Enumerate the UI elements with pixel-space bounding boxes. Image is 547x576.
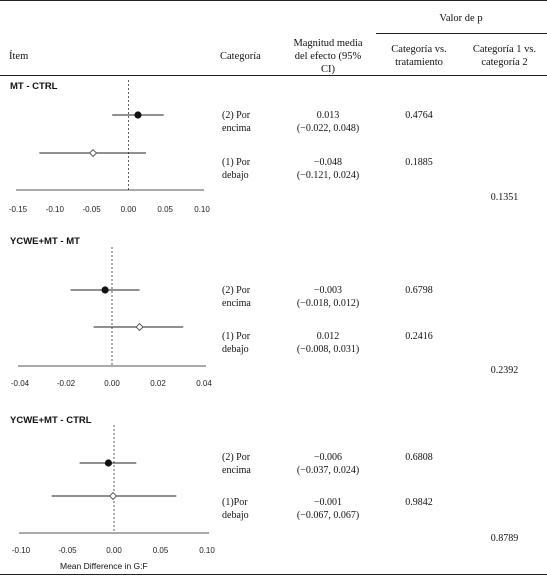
category-line2: debajo xyxy=(222,344,249,355)
point-estimate-open xyxy=(89,149,98,157)
effect-ci: (−0.121, 0.024) xyxy=(296,170,360,181)
effect-cell: −0.006 (−0.037, 0.024) xyxy=(282,451,374,477)
effect-mean: 0.012 xyxy=(316,331,340,342)
p-vs-treatment-cell: 0.2416 xyxy=(405,331,433,342)
cat1-vs-cat2-header: Categoría 1 vs. categoría 2 xyxy=(462,43,547,69)
section-title-ycwe-mt-ctrl: YCWE+MT - CTRL xyxy=(10,415,92,426)
pvalue-group-rule xyxy=(376,33,547,34)
category-line2: encima xyxy=(222,298,251,309)
effect-ci: (−0.008, 0.031) xyxy=(296,344,360,355)
effect-mean: −0.006 xyxy=(313,452,343,463)
cat-vs-treatment-line1: Categoría vs. xyxy=(391,44,447,55)
category-header: Categoría xyxy=(220,51,261,62)
axis-title: Mean Difference in G:F xyxy=(60,561,148,571)
cat-vs-treatment-header: Categoría vs. tratamiento xyxy=(376,43,462,69)
point-estimate-filled xyxy=(101,286,109,294)
category-cell: (1) Por debajo xyxy=(222,330,250,356)
cat1-vs-cat2-line2: categoría 2 xyxy=(481,57,528,68)
effect-cell: 0.012 (−0.008, 0.031) xyxy=(282,330,374,356)
category-cell: (1) Por debajo xyxy=(222,156,250,182)
tick-label: -0.05 xyxy=(58,546,77,555)
tick-label: -0.10 xyxy=(12,546,31,555)
p-vs-treatment-cell: 0.1885 xyxy=(405,157,433,168)
category-line1: (1) Por xyxy=(222,331,251,342)
effect-header: Magnitud media del efecto (95% CI) xyxy=(282,37,374,76)
p-vs-treatment-cell: 0.4764 xyxy=(405,110,433,121)
effect-mean: −0.048 xyxy=(313,157,343,168)
category-cell: (2) Por encima xyxy=(222,451,251,477)
effect-header-line1: Magnitud media xyxy=(293,38,363,49)
tick-label: 0.02 xyxy=(150,379,166,388)
tick-label: -0.04 xyxy=(11,379,30,388)
category-line2: encima xyxy=(222,465,251,476)
category-line1: (1) Por xyxy=(222,157,251,168)
effect-ci: (−0.037, 0.024) xyxy=(296,465,360,476)
cat1-vs-cat2-line1: Categoría 1 vs. xyxy=(472,44,537,55)
effect-mean: −0.003 xyxy=(313,285,343,296)
effect-header-line2: del efecto (95% xyxy=(294,51,362,62)
category-line1: (1)Por xyxy=(222,497,248,508)
effect-ci: (−0.067, 0.067) xyxy=(296,510,360,521)
section-title-ycwe-mt-mt: YCWE+MT - MT xyxy=(10,236,80,247)
pvalue-group-word: Valor de p xyxy=(439,13,483,24)
category-line1: (2) Por xyxy=(222,110,251,121)
effect-mean: −0.001 xyxy=(313,497,343,508)
p-cat1-vs-cat2-cell: 0.1351 xyxy=(490,192,519,203)
effect-ci: (−0.022, 0.048) xyxy=(296,123,360,134)
category-line2: encima xyxy=(222,123,251,134)
tick-label: 0.00 xyxy=(104,379,120,388)
bottom-rule xyxy=(0,574,547,575)
category-cell: (2) Por encima xyxy=(222,284,251,310)
tick-label: 0.05 xyxy=(153,546,169,555)
tick-label: 0.10 xyxy=(194,205,210,214)
category-cell: (1)Por debajo xyxy=(222,496,249,522)
p-cat1-vs-cat2-cell: 0.2392 xyxy=(490,365,519,376)
tick-label: 0.00 xyxy=(106,546,122,555)
tick-label: 0.04 xyxy=(196,379,212,388)
category-line2: debajo xyxy=(222,170,249,181)
effect-cell: 0.013 (−0.022, 0.048) xyxy=(282,109,374,135)
tick-label: -0.05 xyxy=(82,205,101,214)
effect-header-line3: CI) xyxy=(321,64,335,75)
effect-cell: −0.003 (−0.018, 0.012) xyxy=(282,284,374,310)
p-vs-treatment-cell: 0.9842 xyxy=(405,497,433,508)
effect-cell: −0.048 (−0.121, 0.024) xyxy=(282,156,374,182)
category-cell: (2) Por encima xyxy=(222,109,251,135)
effect-ci: (−0.018, 0.012) xyxy=(296,298,360,309)
p-vs-treatment-cell: 0.6798 xyxy=(405,285,433,296)
tick-label: -0.10 xyxy=(46,205,65,214)
top-rule xyxy=(0,0,547,1)
point-estimate-filled xyxy=(104,459,113,467)
item-header: Ítem xyxy=(9,51,29,62)
p-cat1-vs-cat2-cell: 0.8789 xyxy=(490,533,519,544)
tick-label: -0.02 xyxy=(57,379,76,388)
point-estimate-filled xyxy=(134,111,142,119)
header-bottom-rule xyxy=(0,75,547,76)
tick-label: -0.15 xyxy=(9,205,28,214)
cat-vs-treatment-line2: tratamiento xyxy=(395,57,443,68)
point-estimate-open xyxy=(109,492,118,500)
effect-cell: −0.001 (−0.067, 0.067) xyxy=(282,496,374,522)
category-line1: (2) Por xyxy=(222,285,251,296)
effect-mean: 0.013 xyxy=(316,110,340,121)
category-line1: (2) Por xyxy=(222,452,251,463)
tick-label: 0.00 xyxy=(121,205,137,214)
section-title-mt-ctrl: MT - CTRL xyxy=(10,81,58,92)
p-vs-treatment-cell: 0.6808 xyxy=(405,452,433,463)
tick-label: 0.10 xyxy=(199,546,215,555)
point-estimate-open xyxy=(135,323,144,331)
category-line2: debajo xyxy=(222,510,249,521)
pvalue-group-header: Valor de p xyxy=(375,12,547,25)
tick-label: 0.05 xyxy=(157,205,173,214)
